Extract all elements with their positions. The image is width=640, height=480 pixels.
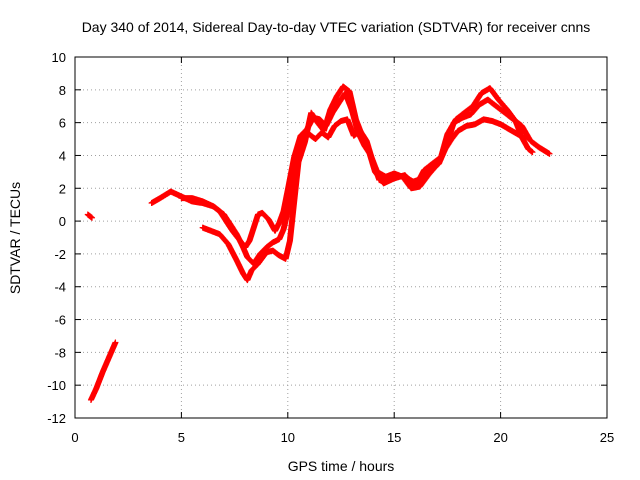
y-tick-label: -2 bbox=[54, 247, 66, 262]
y-axis-tick-labels: -12 -10 -8 -6 -4 -2 0 2 4 6 8 10 bbox=[47, 50, 66, 426]
x-tick-label: 5 bbox=[178, 430, 185, 445]
y-tick-label: 0 bbox=[59, 214, 66, 229]
y-tick-label: -4 bbox=[54, 280, 66, 295]
x-axis-tick-labels: 0 5 10 15 20 25 bbox=[71, 430, 614, 445]
x-tick-label: 0 bbox=[71, 430, 78, 445]
x-tick-label: 10 bbox=[281, 430, 295, 445]
y-tick-label: -6 bbox=[54, 313, 66, 328]
data-points bbox=[84, 83, 553, 403]
x-axis-title: GPS time / hours bbox=[288, 458, 395, 474]
plot-area-frame bbox=[74, 56, 608, 419]
axis-ticks bbox=[74, 56, 608, 419]
x-tick-label: 20 bbox=[493, 430, 507, 445]
chart-title: Day 340 of 2014, Sidereal Day-to-day VTE… bbox=[82, 19, 591, 35]
grid-lines bbox=[75, 57, 607, 418]
series-marks-track-b bbox=[148, 116, 530, 267]
y-tick-label: -8 bbox=[54, 345, 66, 360]
y-tick-label: 6 bbox=[59, 116, 66, 131]
x-tick-label: 25 bbox=[600, 430, 614, 445]
series-track-b bbox=[148, 116, 530, 267]
series-track-d bbox=[199, 83, 536, 284]
y-tick-label: 8 bbox=[59, 83, 66, 98]
x-tick-label: 15 bbox=[387, 430, 401, 445]
y-tick-label: 2 bbox=[59, 181, 66, 196]
y-tick-label: 10 bbox=[52, 50, 66, 65]
series-marks-track-a bbox=[84, 211, 119, 403]
series-marks-track-d bbox=[199, 83, 536, 284]
y-tick-label: -10 bbox=[47, 378, 66, 393]
y-tick-label: -12 bbox=[47, 411, 66, 426]
y-axis-title: SDTVAR / TECUs bbox=[7, 182, 23, 294]
series-track-a bbox=[84, 211, 119, 403]
y-tick-label: 4 bbox=[59, 148, 66, 163]
